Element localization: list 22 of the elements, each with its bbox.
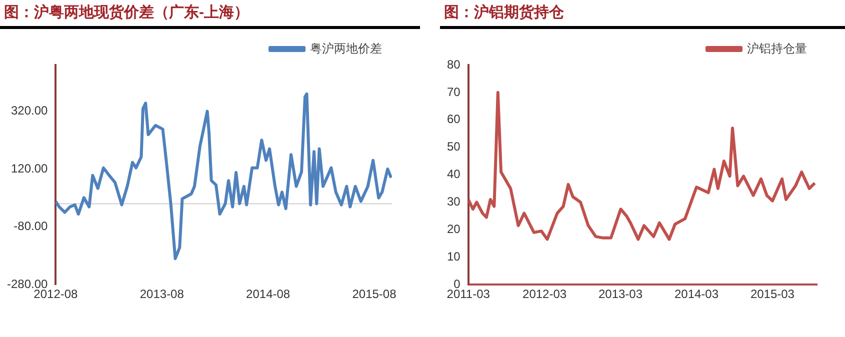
x-tick-label: 2013-03 — [598, 287, 643, 302]
legend-label: 沪铝持仓量 — [747, 41, 807, 56]
legend-label: 粤沪两地价差 — [310, 41, 382, 56]
y-tick-label: 50 — [446, 140, 461, 154]
x-tick-label: 2014-03 — [674, 287, 719, 302]
y-tick-label: 30 — [446, 194, 461, 209]
y-tick-label: 60 — [446, 112, 461, 126]
x-tick-label: 2014-08 — [246, 287, 290, 302]
y-tick-label: 40 — [446, 167, 461, 182]
y-tick-label: 20 — [446, 222, 461, 236]
y-tick-label: 120.00 — [10, 161, 48, 176]
y-tick-label: 10 — [446, 249, 461, 264]
x-tick-label: 2012-03 — [522, 287, 567, 302]
x-tick-label: 2015-08 — [352, 287, 397, 302]
y-tick-label: -80.00 — [14, 219, 48, 234]
y-tick-label: 80 — [446, 57, 461, 72]
y-tick-label: 320.00 — [10, 104, 48, 118]
y-tick-label: 70 — [446, 84, 461, 99]
chart-title: 图：沪铝期货持仓 — [440, 0, 845, 29]
x-tick-label: 2015-03 — [750, 287, 795, 302]
x-tick-label: 2013-08 — [140, 287, 184, 302]
chart-title: 图：沪粤两地现货价差（广东-上海） — [0, 0, 420, 29]
